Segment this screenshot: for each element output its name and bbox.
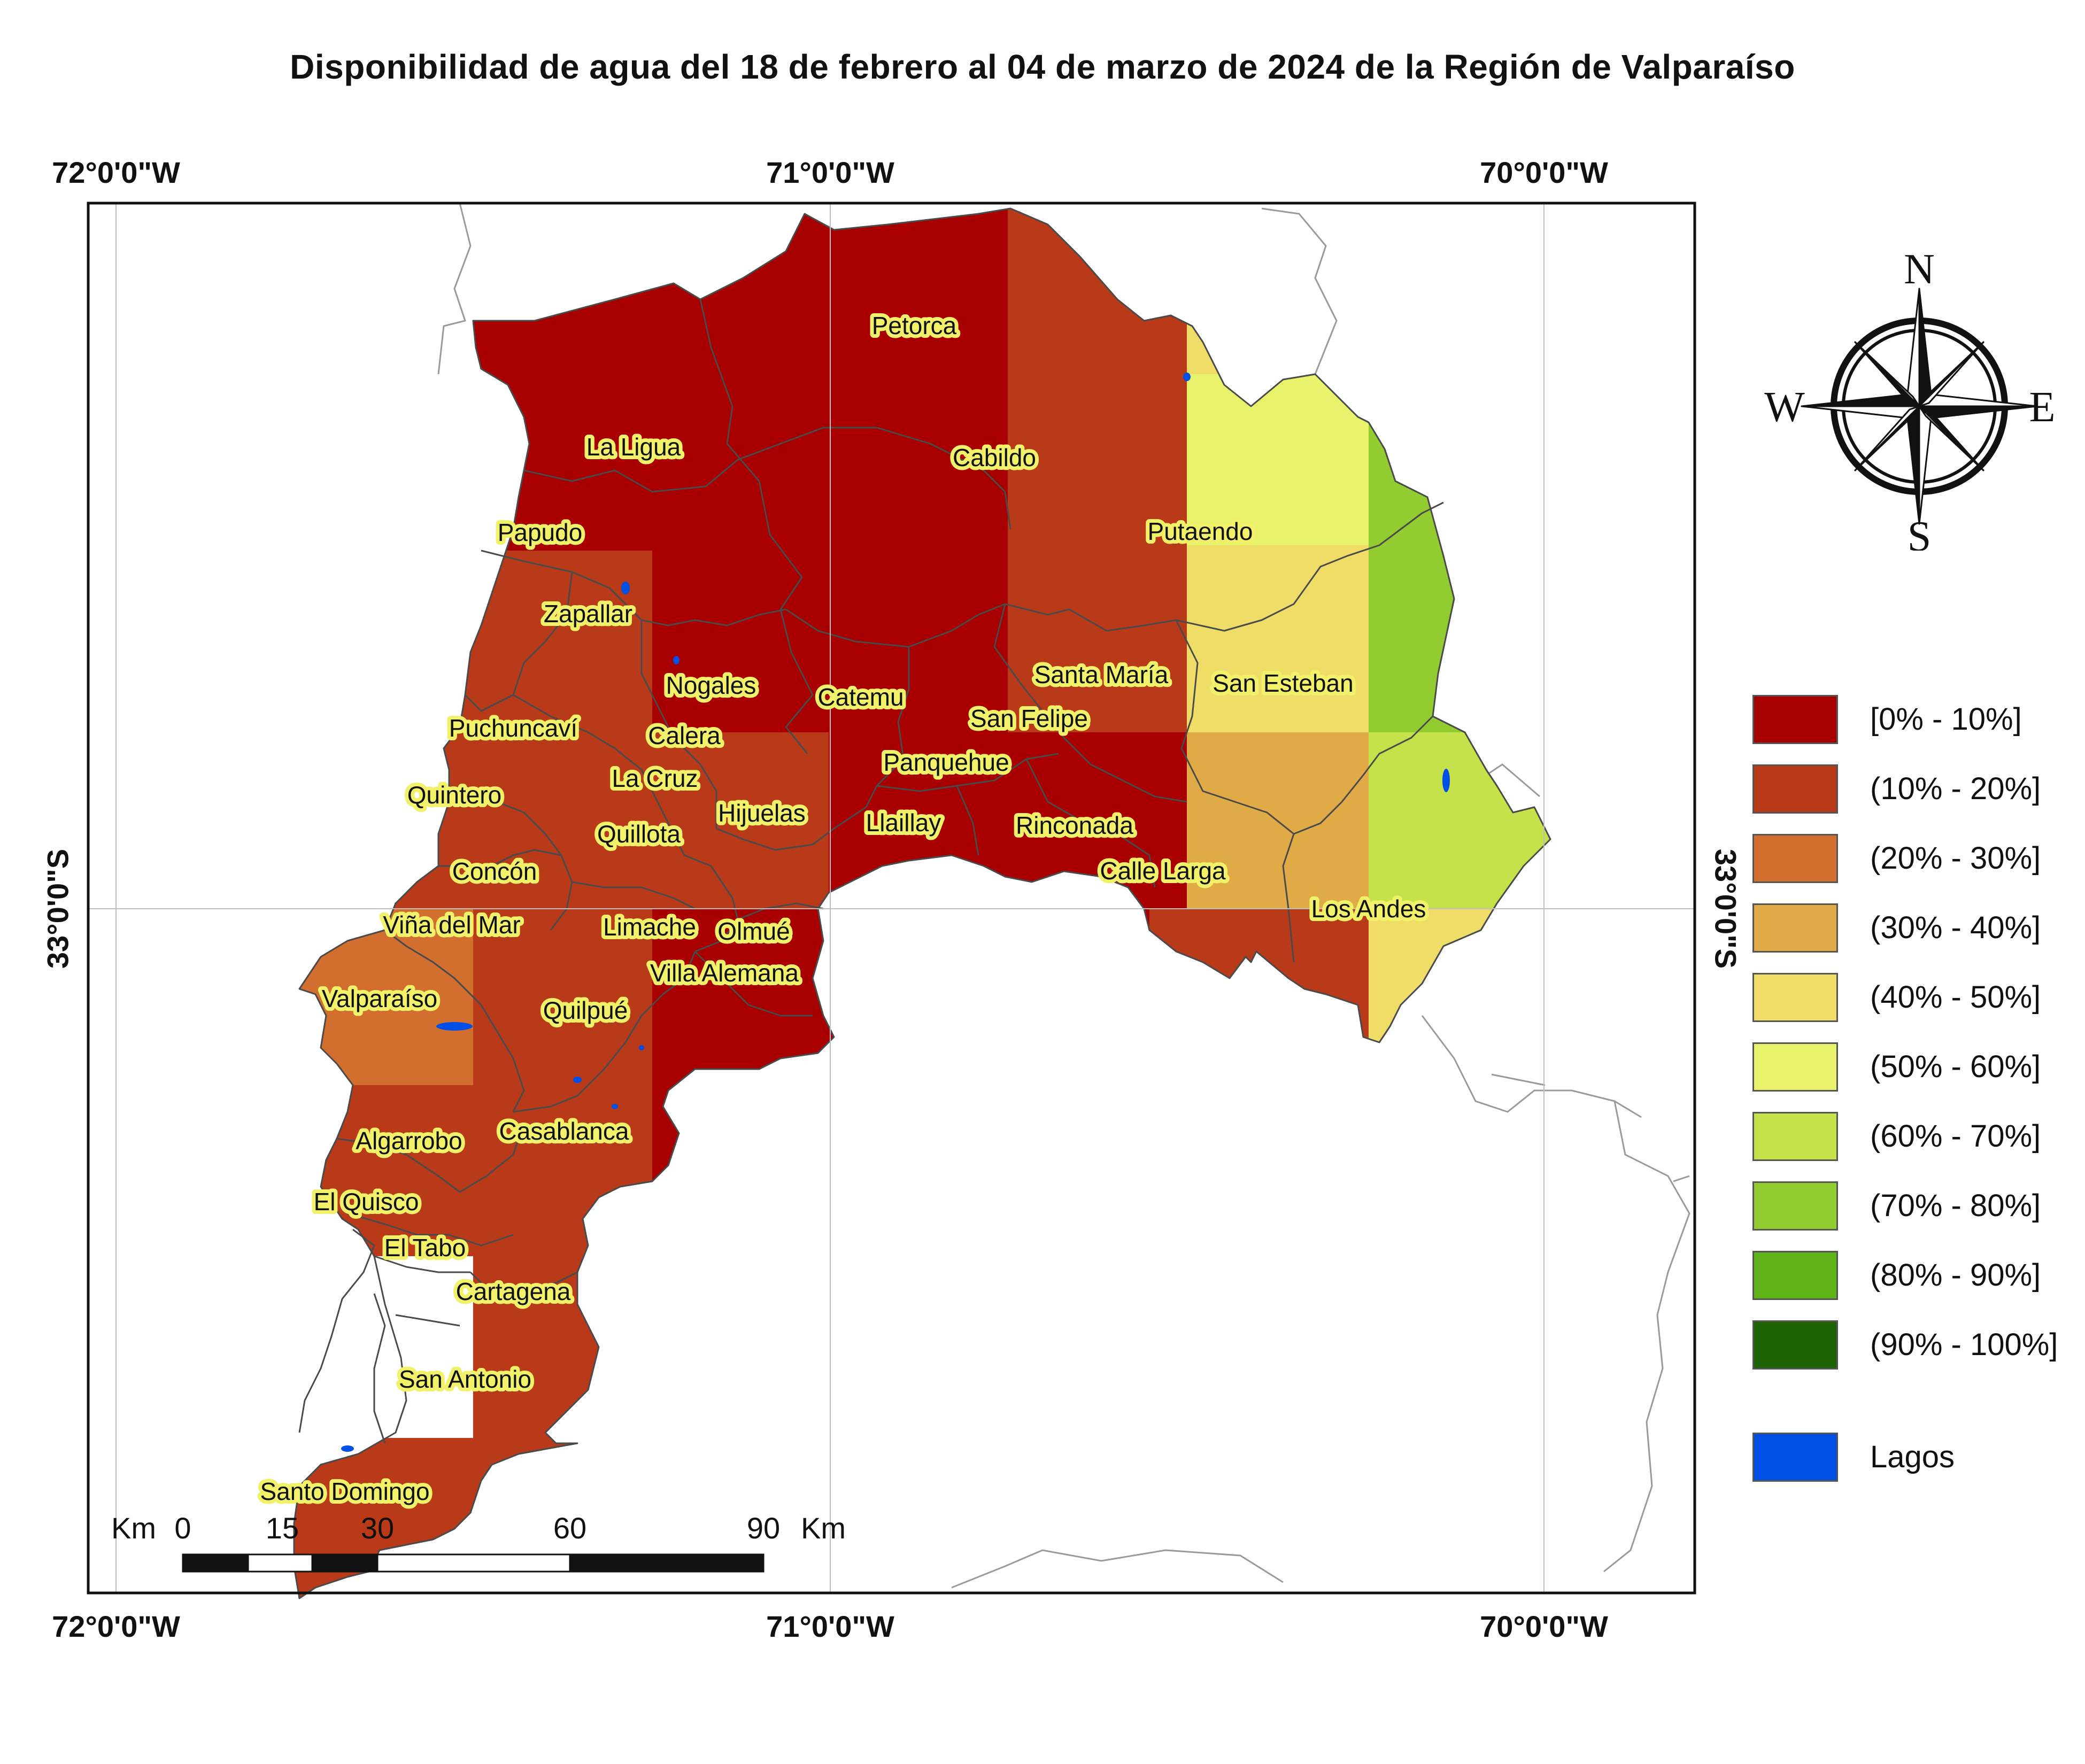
scale-tick-30: 30 bbox=[360, 1511, 395, 1545]
legend-swatch bbox=[1752, 834, 1838, 883]
commune-label-petorca: Petorca bbox=[872, 312, 957, 339]
legend-item-class-3: (30% - 40%] bbox=[1752, 903, 2073, 955]
legend-item-class-4: (40% - 50%] bbox=[1752, 973, 2073, 1024]
legend-swatch bbox=[1752, 695, 1838, 744]
commune-label-san-felipe: San Felipe bbox=[970, 705, 1088, 732]
legend-item-class-6: (60% - 70%] bbox=[1752, 1112, 2073, 1163]
commune-label-la-cruz: La Cruz bbox=[612, 764, 698, 792]
legend-label: Lagos bbox=[1870, 1440, 1955, 1474]
legend-label: (20% - 30%] bbox=[1870, 841, 2041, 876]
scale-bar bbox=[182, 1553, 764, 1573]
commune-label-catemu: Catemu bbox=[817, 683, 904, 711]
legend-label: (70% - 80%] bbox=[1870, 1188, 2041, 1223]
legend-item-class-2: (20% - 30%] bbox=[1752, 834, 2073, 885]
map-frame bbox=[87, 202, 1696, 1595]
legend-item-class-1: (10% - 20%] bbox=[1752, 764, 2073, 816]
legend-label: [0% - 10%] bbox=[1870, 702, 2022, 737]
legend-item-lagos: Lagos bbox=[1752, 1433, 2073, 1484]
commune-label-la-ligua: La Ligua bbox=[586, 433, 681, 461]
legend-item-class-0: [0% - 10%] bbox=[1752, 695, 2073, 746]
scale-unit-left: Km bbox=[111, 1511, 156, 1545]
legend-swatch bbox=[1752, 903, 1838, 953]
legend-swatch bbox=[1752, 973, 1838, 1022]
scale-tick-15: 15 bbox=[265, 1511, 299, 1545]
commune-label-casablanca: Casablanca bbox=[499, 1117, 629, 1145]
commune-label-calera: Calera bbox=[648, 722, 721, 749]
legend-item-class-9: (90% - 100%] bbox=[1752, 1320, 2073, 1372]
neighbour-boundaries bbox=[437, 203, 1690, 1589]
commune-label-putaendo: Putaendo bbox=[1148, 517, 1253, 545]
commune-label-algarrobo: Algarrobo bbox=[356, 1127, 462, 1155]
commune-label-rinconada: Rinconada bbox=[1016, 811, 1133, 839]
scale-tick-90: 90 bbox=[746, 1511, 781, 1545]
compass-south-letter: S bbox=[1908, 513, 1932, 551]
legend-item-class-8: (80% - 90%] bbox=[1752, 1251, 2073, 1302]
commune-label-santa-maria: Santa María bbox=[1034, 661, 1169, 688]
commune-label-villa-alemana: Villa Alemana bbox=[650, 959, 799, 987]
lon-label-70w-top: 70°0'0"W bbox=[1480, 156, 1608, 189]
commune-label-llaillay: Llaillay bbox=[866, 809, 941, 837]
commune-label-nogales: Nogales bbox=[666, 671, 756, 699]
commune-label-concon: Concón bbox=[452, 857, 537, 885]
commune-boundaries bbox=[293, 207, 1551, 1599]
commune-label-papudo: Papudo bbox=[498, 519, 583, 546]
legend-swatch bbox=[1752, 1181, 1838, 1231]
lon-label-71w-bottom: 71°0'0"W bbox=[766, 1610, 894, 1643]
legend-label: (30% - 40%] bbox=[1870, 910, 2041, 945]
legend-label: (50% - 60%] bbox=[1870, 1049, 2041, 1084]
commune-label-cabildo: Cabildo bbox=[953, 444, 1036, 471]
commune-label-cartagena: Cartagena bbox=[456, 1278, 571, 1305]
commune-label-san-esteban: San Esteban bbox=[1213, 669, 1353, 697]
lon-label-72w-top: 72°0'0"W bbox=[52, 156, 180, 189]
compass-rose-icon: N S E W bbox=[1764, 251, 2056, 551]
commune-label-olmue: Olmué bbox=[717, 917, 790, 945]
compass-north-letter: N bbox=[1904, 251, 1935, 293]
commune-label-calle-larga: Calle Larga bbox=[1100, 857, 1226, 885]
commune-label-santo-domingo: Santo Domingo bbox=[260, 1477, 429, 1505]
legend-item-class-7: (70% - 80%] bbox=[1752, 1181, 2073, 1233]
commune-label-quintero: Quintero bbox=[407, 781, 501, 809]
commune-label-san-antonio: San Antonio bbox=[399, 1365, 531, 1393]
commune-label-hijuelas: Hijuelas bbox=[718, 799, 806, 827]
legend-label: (40% - 50%] bbox=[1870, 980, 2041, 1015]
compass-east-letter: E bbox=[2029, 384, 2056, 431]
legend-label: (60% - 70%] bbox=[1870, 1119, 2041, 1154]
lon-label-72w-bottom: 72°0'0"W bbox=[52, 1610, 180, 1643]
scale-tick-60: 60 bbox=[553, 1511, 587, 1545]
commune-label-vina-del-mar: Viña del Mar bbox=[383, 911, 520, 939]
legend-swatch bbox=[1752, 1433, 1838, 1482]
legend-swatch bbox=[1752, 1042, 1838, 1092]
scale-unit-right: Km bbox=[801, 1511, 846, 1545]
commune-label-valparaiso: Valparaíso bbox=[322, 985, 438, 1012]
commune-label-los-andes: Los Andes bbox=[1311, 895, 1426, 923]
legend-label: (10% - 20%] bbox=[1870, 771, 2041, 806]
legend-swatch bbox=[1752, 764, 1838, 814]
map-title: Disponibilidad de agua del 18 de febrero… bbox=[290, 48, 1795, 86]
commune-label-puchuncavi: Puchuncaví bbox=[449, 714, 578, 742]
legend-label: (90% - 100%] bbox=[1870, 1327, 2058, 1362]
scale-tick-0: 0 bbox=[174, 1511, 191, 1545]
compass-west-letter: W bbox=[1764, 384, 1805, 431]
graticule bbox=[88, 203, 1695, 1593]
commune-label-panquehue: Panquehue bbox=[883, 748, 1009, 776]
commune-label-el-quisco: El Quisco bbox=[314, 1188, 419, 1216]
commune-label-el-tabo: El Tabo bbox=[384, 1234, 466, 1262]
commune-label-quilpue: Quilpué bbox=[543, 996, 628, 1024]
lon-label-70w-bottom: 70°0'0"W bbox=[1480, 1610, 1608, 1643]
legend-label: (80% - 90%] bbox=[1870, 1258, 2041, 1293]
lakes bbox=[341, 373, 1450, 1452]
legend-swatch bbox=[1752, 1320, 1838, 1370]
commune-label-limache: Limache bbox=[603, 913, 696, 941]
commune-label-zapallar: Zapallar bbox=[544, 600, 632, 628]
legend-swatch bbox=[1752, 1112, 1838, 1161]
legend-item-class-5: (50% - 60%] bbox=[1752, 1042, 2073, 1094]
lon-label-71w-top: 71°0'0"W bbox=[766, 156, 894, 189]
legend-swatch bbox=[1752, 1251, 1838, 1300]
commune-label-quillota: Quillota bbox=[597, 820, 681, 848]
commune-labels: Petorca La Ligua Cabildo Papudo Putaendo Zapa… bbox=[256, 308, 1430, 1509]
